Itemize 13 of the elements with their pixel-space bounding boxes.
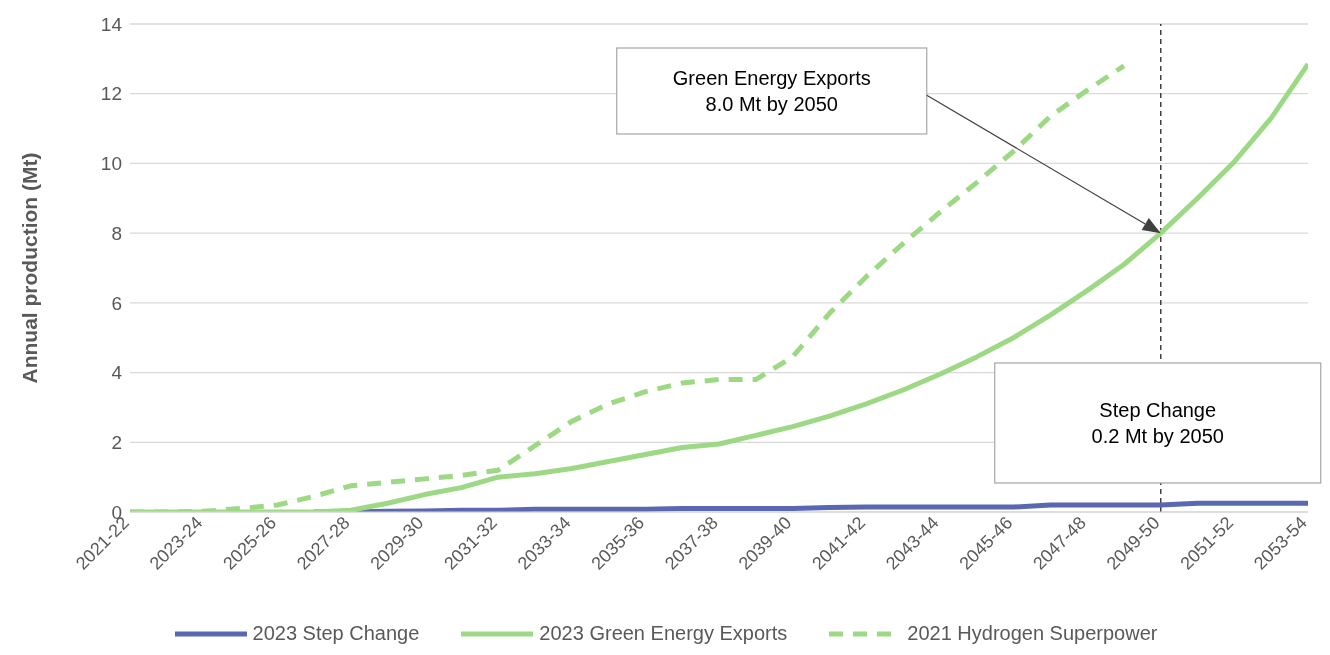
y-tick-label: 2: [111, 432, 122, 454]
y-tick-label: 8: [111, 222, 122, 244]
legend-label: 2021 Hydrogen Superpower: [907, 622, 1158, 645]
y-tick-label: 14: [100, 13, 123, 35]
annotation: Step Change 0.2 Mt by 2050: [1091, 399, 1224, 447]
y-tick-label: 12: [100, 83, 122, 105]
y-tick-label: 10: [100, 153, 122, 175]
y-tick-label: 6: [111, 292, 122, 314]
y-axis-title: Annual production (Mt): [18, 152, 42, 384]
y-tick-label: 4: [111, 362, 123, 384]
legend-label: 2023 Step Change: [252, 622, 420, 645]
legend-label: 2023 Green Energy Exports: [539, 622, 788, 645]
annotation: Green Energy Exports 8.0 Mt by 2050: [672, 67, 871, 115]
